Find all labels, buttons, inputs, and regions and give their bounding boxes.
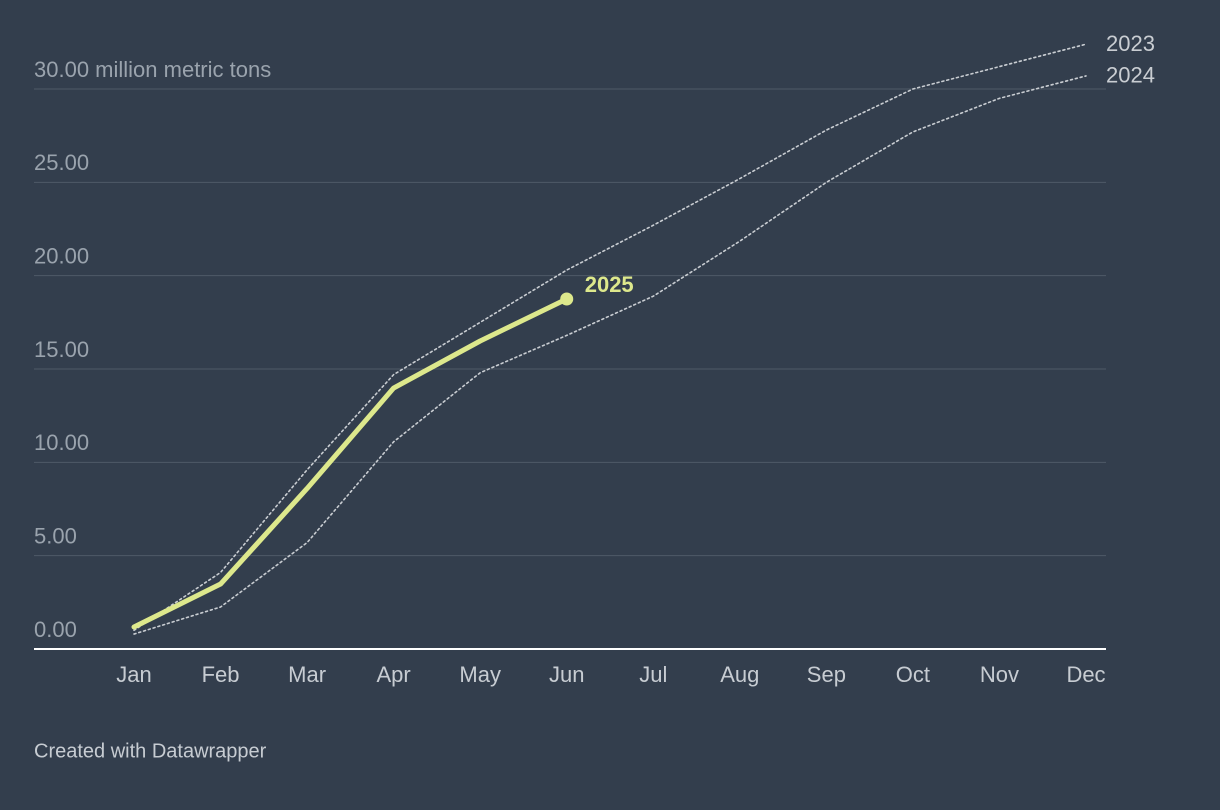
x-tick-label: Nov: [980, 662, 1019, 687]
y-tick-label: 10.00: [34, 430, 89, 455]
x-tick-label: Jun: [549, 662, 584, 687]
footer: Created with Datawrapper: [34, 740, 267, 762]
y-tick-label: 0.00: [34, 617, 77, 642]
x-tick-label: Feb: [202, 662, 240, 687]
series-line: [133, 75, 1087, 635]
y-tick-label: 30.00 million metric tons: [34, 57, 271, 82]
x-tick-label: Mar: [288, 662, 326, 687]
y-tick-label: 25.00: [34, 150, 89, 175]
y-tick-label: 20.00: [34, 243, 89, 268]
y-tick-label: 5.00: [34, 523, 77, 548]
x-tick-label: Aug: [720, 662, 759, 687]
x-tick-label: Apr: [377, 662, 411, 687]
series-label: 2024: [1106, 63, 1155, 88]
x-tick-label: Dec: [1066, 662, 1105, 687]
series-line: [131, 296, 570, 630]
x-tick-label: May: [459, 662, 501, 687]
y-tick-label: 15.00: [34, 337, 89, 362]
series-label: 2025: [585, 272, 634, 297]
x-tick-label: Sep: [807, 662, 846, 687]
x-tick-label: Jan: [116, 662, 151, 687]
x-tick-label: Oct: [896, 662, 930, 687]
x-tick-label: Jul: [639, 662, 667, 687]
series-label: 2023: [1106, 31, 1155, 56]
end-dot: [560, 292, 574, 306]
series-line: [133, 43, 1087, 632]
